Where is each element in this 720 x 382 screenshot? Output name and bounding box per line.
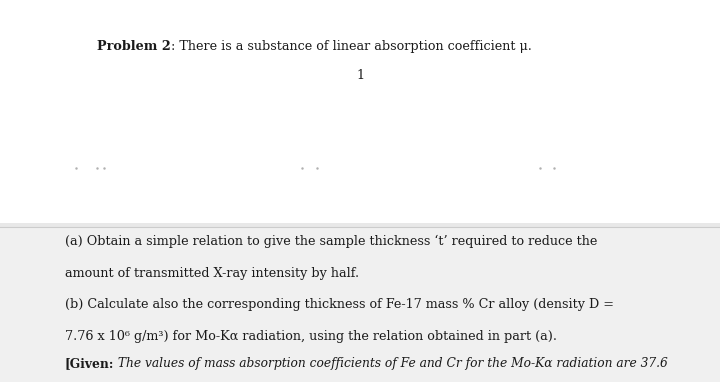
Text: [Given:: [Given: — [65, 357, 114, 370]
Text: amount of transmitted X-ray intensity by half.: amount of transmitted X-ray intensity by… — [65, 267, 359, 280]
Text: 7.76 x 10⁶ g/m³) for Mo-Kα radiation, using the relation obtained in part (a).: 7.76 x 10⁶ g/m³) for Mo-Kα radiation, us… — [65, 330, 557, 343]
Bar — [0, 227, 720, 382]
Text: (a) Obtain a simple relation to give the sample thickness ‘t’ required to reduce: (a) Obtain a simple relation to give the… — [65, 235, 597, 248]
Bar — [0, 0, 720, 223]
Text: 1: 1 — [356, 69, 364, 82]
Text: (b) Calculate also the corresponding thickness of Fe-17 mass % Cr alloy (density: (b) Calculate also the corresponding thi… — [65, 298, 613, 311]
Text: Problem 2: Problem 2 — [97, 40, 171, 53]
Text: : There is a substance of linear absorption coefficient μ.: : There is a substance of linear absorpt… — [171, 40, 532, 53]
Text: The values of mass absorption coefficients of Fe and Cr for the Mo-Kα radiation : The values of mass absorption coefficien… — [114, 357, 668, 370]
